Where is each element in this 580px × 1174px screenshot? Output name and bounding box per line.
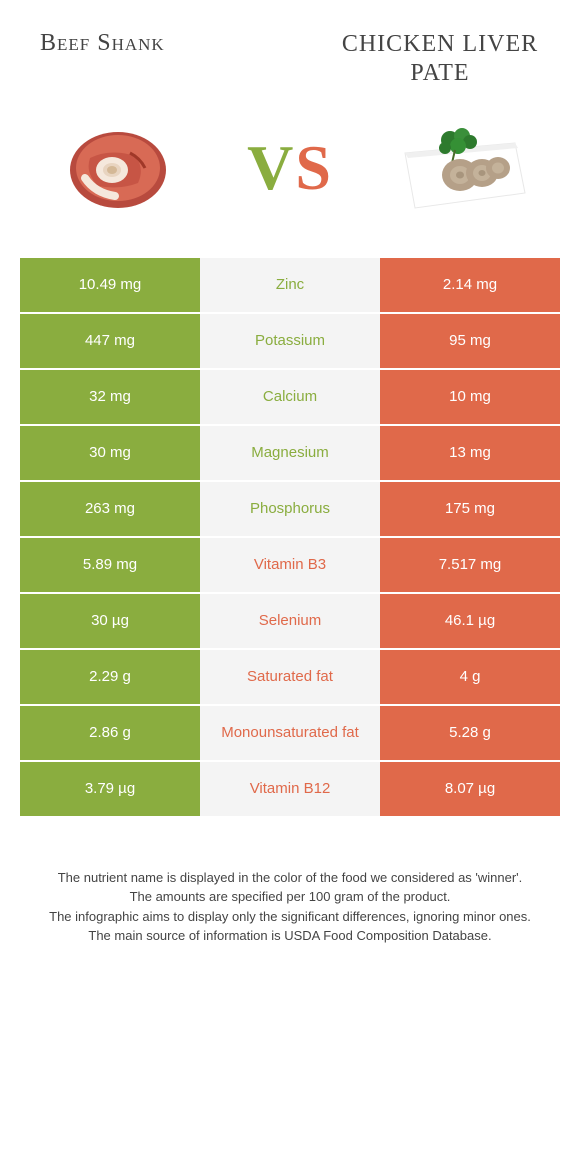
table-row: 30 mgMagnesium13 mg: [20, 426, 560, 482]
table-row: 447 mgPotassium95 mg: [20, 314, 560, 370]
nutrient-label-cell: Phosphorus: [200, 482, 380, 536]
left-value-cell: 5.89 mg: [20, 538, 200, 592]
left-value-cell: 32 mg: [20, 370, 200, 424]
right-value-cell: 7.517 mg: [380, 538, 560, 592]
nutrient-table: 10.49 mgZinc2.14 mg447 mgPotassium95 mg3…: [20, 258, 560, 818]
footer-line-2: The amounts are specified per 100 gram o…: [40, 887, 540, 907]
footer-line-1: The nutrient name is displayed in the co…: [40, 868, 540, 888]
table-row: 2.86 gMonounsaturated fat5.28 g: [20, 706, 560, 762]
table-row: 5.89 mgVitamin B37.517 mg: [20, 538, 560, 594]
left-value-cell: 10.49 mg: [20, 258, 200, 312]
right-value-cell: 175 mg: [380, 482, 560, 536]
table-row: 30 µgSelenium46.1 µg: [20, 594, 560, 650]
right-value-cell: 10 mg: [380, 370, 560, 424]
footer-notes: The nutrient name is displayed in the co…: [20, 868, 560, 946]
right-value-cell: 4 g: [380, 650, 560, 704]
vs-label: VS: [247, 131, 333, 205]
left-value-cell: 30 mg: [20, 426, 200, 480]
right-value-cell: 5.28 g: [380, 706, 560, 760]
right-value-cell: 95 mg: [380, 314, 560, 368]
table-row: 2.29 gSaturated fat4 g: [20, 650, 560, 706]
nutrient-label-cell: Vitamin B3: [200, 538, 380, 592]
table-row: 3.79 µgVitamin B128.07 µg: [20, 762, 560, 818]
left-value-cell: 2.29 g: [20, 650, 200, 704]
right-value-cell: 13 mg: [380, 426, 560, 480]
nutrient-label-cell: Zinc: [200, 258, 380, 312]
vs-s-letter: S: [295, 132, 333, 203]
left-value-cell: 447 mg: [20, 314, 200, 368]
chicken-liver-pate-image: [390, 108, 530, 228]
header-row: Beef Shank CHICKEN LIVER PATE: [20, 30, 560, 88]
nutrient-label-cell: Magnesium: [200, 426, 380, 480]
beef-shank-image: [50, 108, 190, 228]
images-row: VS: [20, 88, 560, 258]
nutrient-label-cell: Calcium: [200, 370, 380, 424]
nutrient-label-cell: Vitamin B12: [200, 762, 380, 816]
nutrient-label-cell: Potassium: [200, 314, 380, 368]
left-value-cell: 3.79 µg: [20, 762, 200, 816]
table-row: 10.49 mgZinc2.14 mg: [20, 258, 560, 314]
footer-line-4: The main source of information is USDA F…: [40, 926, 540, 946]
nutrient-label-cell: Selenium: [200, 594, 380, 648]
right-value-cell: 8.07 µg: [380, 762, 560, 816]
left-value-cell: 2.86 g: [20, 706, 200, 760]
nutrient-label-cell: Monounsaturated fat: [200, 706, 380, 760]
right-value-cell: 46.1 µg: [380, 594, 560, 648]
left-food-title: Beef Shank: [40, 30, 240, 57]
table-row: 32 mgCalcium10 mg: [20, 370, 560, 426]
nutrient-label-cell: Saturated fat: [200, 650, 380, 704]
left-value-cell: 263 mg: [20, 482, 200, 536]
table-row: 263 mgPhosphorus175 mg: [20, 482, 560, 538]
footer-line-3: The infographic aims to display only the…: [40, 907, 540, 927]
vs-v-letter: V: [247, 132, 295, 203]
right-food-title: CHICKEN LIVER PATE: [340, 30, 540, 88]
left-value-cell: 30 µg: [20, 594, 200, 648]
right-value-cell: 2.14 mg: [380, 258, 560, 312]
